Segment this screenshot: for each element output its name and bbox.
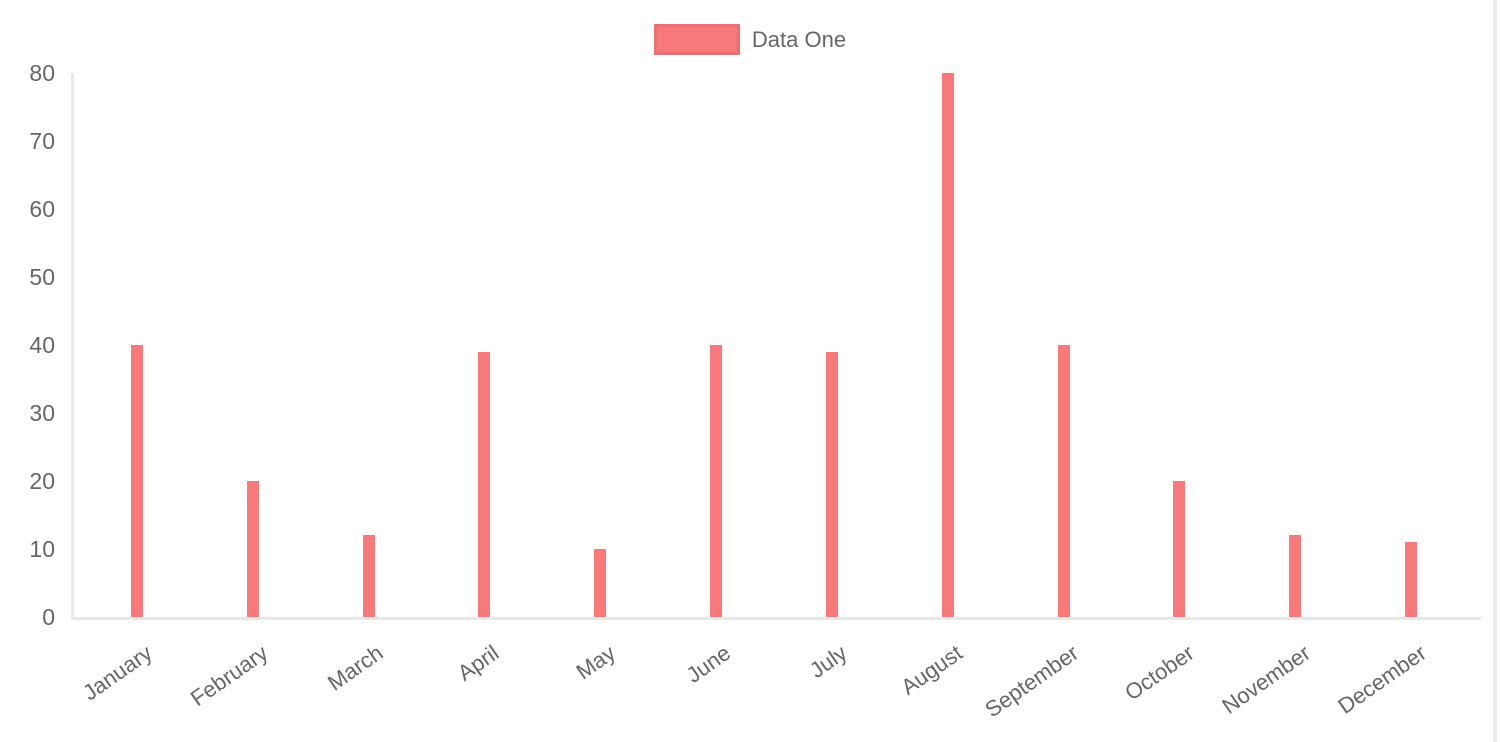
bar-column-december [1353,73,1469,617]
legend-item[interactable]: Data One [653,24,847,55]
bar-february[interactable] [246,481,259,617]
bar-august[interactable] [941,73,954,617]
bar-november[interactable] [1289,535,1302,617]
x-tick-label-september: September [980,640,1083,723]
x-tick-label-june: June [682,640,736,688]
x-tick-label-january: January [77,640,157,706]
y-tick-label-0: 0 [42,604,55,630]
bar-april[interactable] [478,351,491,617]
bar-june[interactable] [710,345,723,617]
x-tick-label-may: May [571,640,620,685]
x-tick-label-july: July [804,640,852,683]
bar-column-march [311,73,427,617]
y-tick-label-60: 60 [29,196,55,222]
y-tick-label-40: 40 [29,332,55,358]
y-tick-label-70: 70 [29,128,55,154]
legend-label: Data One [751,26,847,52]
bar-column-october [1121,73,1237,617]
bar-march[interactable] [362,535,375,617]
bar-october[interactable] [1173,481,1186,617]
y-tick-label-20: 20 [29,468,55,494]
x-axis-line [71,617,1481,620]
x-tick-label-april: April [453,640,504,686]
bar-july[interactable] [825,351,838,617]
x-tick-label-november: November [1217,640,1315,719]
bar-column-february [195,73,311,617]
bar-column-september [1006,73,1122,617]
scrollbar-track[interactable] [1493,0,1497,742]
bar-column-april [426,73,542,617]
y-axis-line [71,73,74,620]
y-tick-label-80: 80 [29,60,55,86]
bar-september[interactable] [1057,345,1070,617]
bar-column-june [658,73,774,617]
bar-column-july [774,73,890,617]
bar-may[interactable] [594,549,607,617]
plot-area [79,73,1469,617]
y-tick-label-50: 50 [29,264,55,290]
legend-color-swatch [653,24,740,55]
bar-january[interactable] [130,345,143,617]
x-tick-label-march: March [323,640,388,696]
chart-legend: Data One [0,24,1500,55]
x-tick-label-october: October [1120,640,1199,706]
bar-december[interactable] [1405,542,1418,617]
y-tick-label-30: 30 [29,400,55,426]
bar-column-august [890,73,1006,617]
x-tick-label-december: December [1332,640,1431,719]
x-tick-label-february: February [185,640,273,711]
y-tick-label-10: 10 [29,536,55,562]
x-tick-label-august: August [896,640,968,700]
bar-column-may [542,73,658,617]
bar-column-november [1237,73,1353,617]
bar-column-january [79,73,195,617]
